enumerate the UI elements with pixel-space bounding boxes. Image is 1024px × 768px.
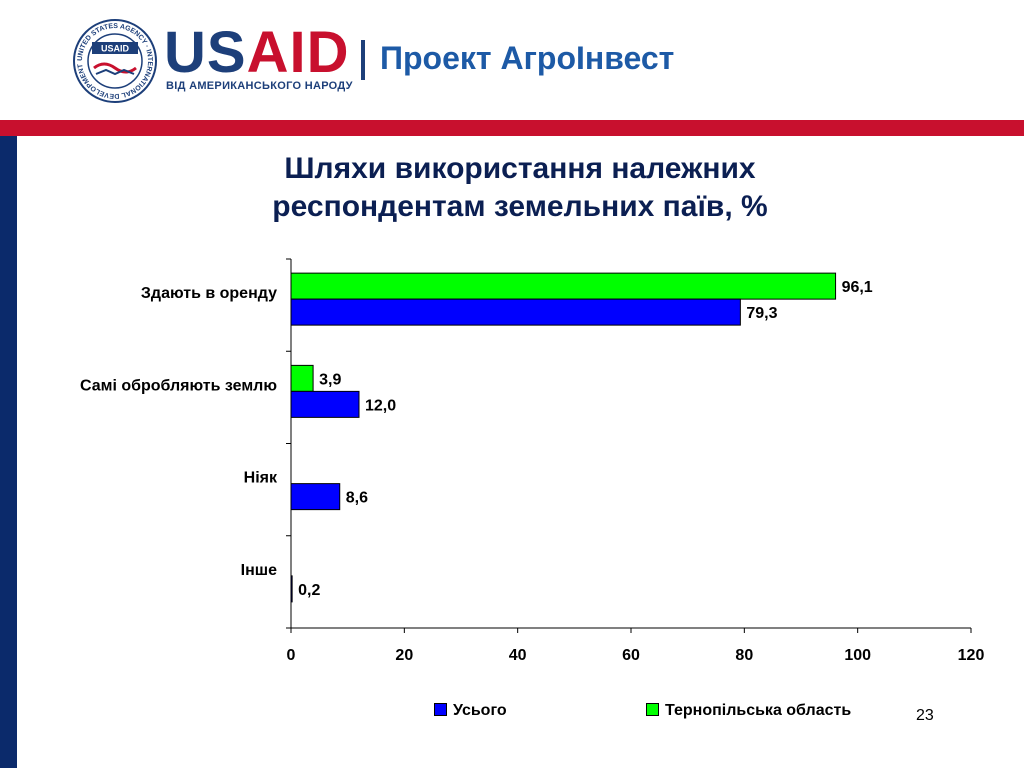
left-accent-bar bbox=[0, 136, 17, 768]
legend-swatch-region bbox=[646, 703, 659, 716]
x-tick-label: 60 bbox=[622, 647, 640, 664]
bar bbox=[290, 364, 314, 392]
header-separator bbox=[361, 40, 365, 80]
category-label: Здають в оренду bbox=[141, 285, 277, 302]
x-tick-label: 0 bbox=[287, 647, 296, 664]
usaid-tagline: ВІД АМЕРИКАНСЬКОГО НАРОДУ bbox=[166, 80, 353, 92]
header: UNITED STATES AGENCY · INTERNATIONAL DEV… bbox=[0, 0, 1024, 120]
data-label: 0,2 bbox=[298, 582, 320, 599]
legend-item-total: Усього bbox=[434, 702, 507, 720]
bar bbox=[290, 272, 837, 300]
chart-title: Шляхи використання належних респондентам… bbox=[120, 150, 920, 226]
data-label: 12,0 bbox=[365, 397, 396, 414]
x-tick-label: 120 bbox=[958, 647, 985, 664]
category-label: Ніяк bbox=[244, 470, 278, 487]
chart-title-line-1: Шляхи використання належних bbox=[284, 152, 756, 185]
bar bbox=[290, 390, 360, 418]
project-name: Проект АгроІнвест bbox=[380, 40, 675, 76]
x-tick-label: 80 bbox=[735, 647, 753, 664]
seal-inner-text: USAID bbox=[101, 44, 130, 54]
x-tick-label: 100 bbox=[844, 647, 871, 664]
bar bbox=[290, 575, 293, 603]
category-label: Інше bbox=[241, 562, 277, 579]
page-number: 23 bbox=[916, 707, 934, 724]
usaid-wordmark: USAID bbox=[164, 24, 349, 82]
legend-swatch-total bbox=[434, 703, 447, 716]
category-label: Самі обробляють землю bbox=[80, 377, 277, 394]
data-label: 96,1 bbox=[842, 279, 873, 296]
chart-title-line-2: респондентам земельних паїв, % bbox=[272, 190, 768, 223]
brand-aid: AID bbox=[246, 20, 350, 85]
legend-label-total: Усього bbox=[453, 702, 507, 719]
data-label: 3,9 bbox=[319, 371, 341, 388]
bar bbox=[290, 483, 341, 511]
usaid-seal-icon: UNITED STATES AGENCY · INTERNATIONAL DEV… bbox=[72, 18, 157, 103]
legend-item-region: Тернопільська область bbox=[646, 702, 851, 720]
brand-us: US bbox=[164, 20, 247, 85]
legend-label-region: Тернопільська область bbox=[665, 702, 852, 719]
bar bbox=[290, 298, 741, 326]
data-label: 8,6 bbox=[346, 490, 368, 507]
data-label: 79,3 bbox=[746, 305, 777, 322]
red-divider bbox=[0, 120, 1024, 136]
x-tick-label: 40 bbox=[509, 647, 527, 664]
x-tick-label: 20 bbox=[395, 647, 413, 664]
